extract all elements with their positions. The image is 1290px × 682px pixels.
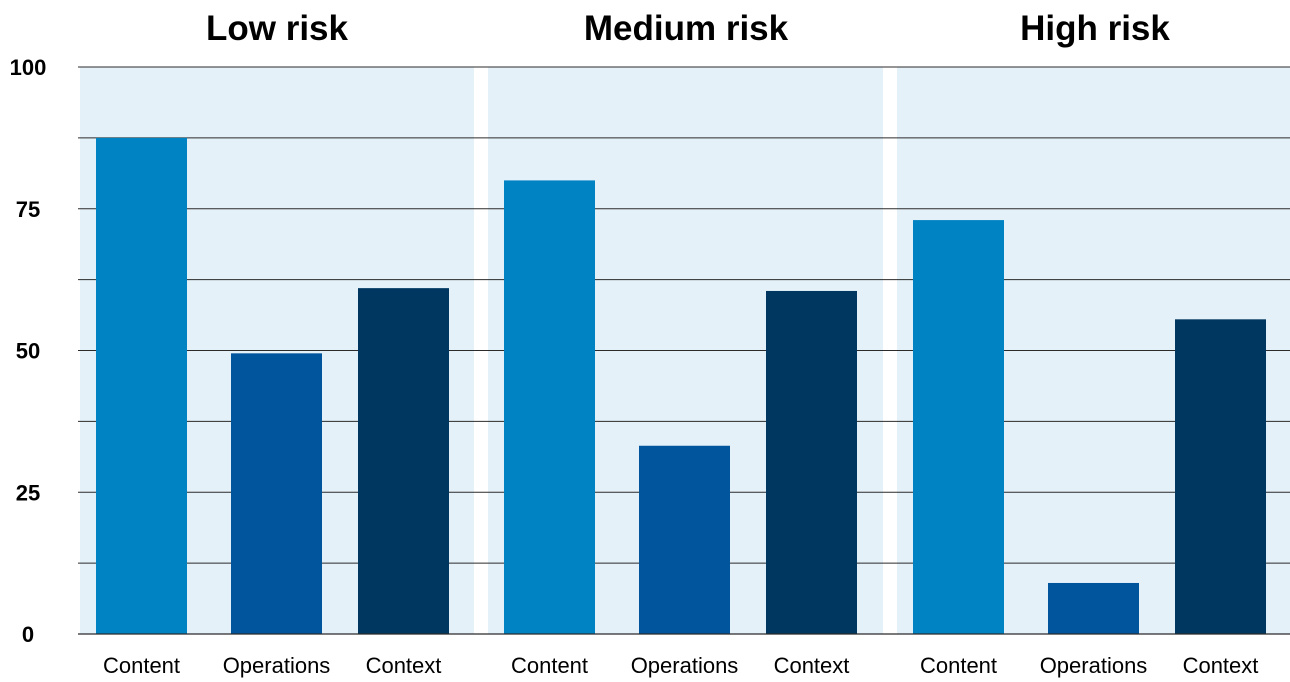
- panel-title: Low risk: [206, 9, 349, 48]
- y-tick-label: 50: [16, 339, 40, 364]
- x-tick-label: Context: [1183, 653, 1259, 678]
- x-tick-label: Content: [920, 653, 997, 678]
- bar-context: [358, 288, 449, 634]
- y-tick-label: 0: [22, 622, 34, 647]
- x-tick-label: Operations: [1040, 653, 1148, 678]
- panel-title: High risk: [1020, 9, 1170, 48]
- x-tick-label: Context: [366, 653, 442, 678]
- x-tick-label: Operations: [223, 653, 331, 678]
- x-tick-label: Context: [774, 653, 850, 678]
- bar-operations: [231, 353, 322, 634]
- bar-context: [766, 290, 857, 634]
- x-tick-label: Content: [103, 653, 180, 678]
- bar-content: [913, 220, 1004, 634]
- bar-operations: [1048, 582, 1139, 634]
- y-tick-label: 75: [16, 197, 40, 222]
- x-tick-label: Content: [511, 653, 588, 678]
- panel-title: Medium risk: [584, 9, 789, 48]
- x-tick-label: Operations: [631, 653, 739, 678]
- bar-operations: [639, 445, 730, 634]
- y-tick-label: 25: [16, 480, 40, 505]
- bar-content: [96, 137, 187, 634]
- y-tick-label: 100: [10, 55, 47, 80]
- bar-content: [504, 180, 595, 634]
- bar-context: [1175, 319, 1266, 634]
